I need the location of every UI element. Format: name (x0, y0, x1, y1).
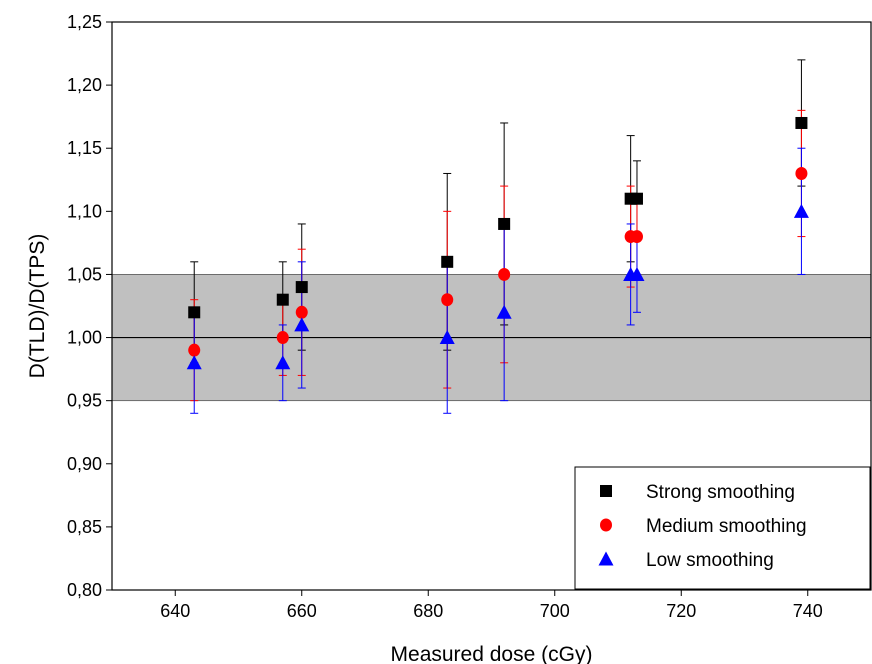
legend-marker-low-smoothing (598, 551, 614, 566)
x-tick-label: 660 (287, 601, 317, 621)
y-tick-label: 1,20 (67, 75, 102, 95)
medium-smoothing-point (795, 166, 808, 180)
legend: Strong smoothing Medium smoothing Low smoo… (574, 466, 871, 590)
low-smoothing-point (275, 355, 291, 370)
x-tick-label: 680 (413, 601, 443, 621)
legend-marker-strong-smoothing (600, 485, 612, 497)
strong-smoothing-point (441, 255, 454, 268)
legend-label-strong-smoothing: Strong smoothing (646, 482, 795, 503)
low-smoothing-point (496, 304, 512, 319)
low-smoothing-point (294, 317, 310, 332)
medium-smoothing-point (276, 331, 289, 345)
legend-label-medium-smoothing: Medium smoothing (646, 516, 807, 537)
legend-items: Strong smoothing Medium smoothing Low smoo… (598, 482, 807, 571)
strong-smoothing-point (795, 116, 808, 129)
y-tick-label: 0,95 (67, 391, 102, 411)
x-tick-label: 640 (160, 601, 190, 621)
medium-smoothing-point (630, 230, 643, 244)
x-tick-label: 740 (793, 601, 823, 621)
strong-smoothing-point (295, 281, 308, 294)
y-tick-label: 0,85 (67, 517, 102, 537)
low-smoothing-point (793, 203, 809, 218)
y-axis-label: D(TLD)/D(TPS) (26, 234, 49, 379)
medium-smoothing-point (498, 267, 511, 281)
y-tick-label: 1,00 (67, 328, 102, 348)
plot-area-frame (111, 21, 872, 591)
markers-layer (186, 116, 809, 370)
low-smoothing-point (439, 330, 455, 345)
y-tick-label: 1,15 (67, 138, 102, 158)
low-smoothing-point (629, 266, 645, 281)
y-tick-label: 1,25 (67, 12, 102, 32)
medium-smoothing-point (188, 343, 201, 357)
strong-smoothing-point (276, 293, 289, 306)
medium-smoothing-point (441, 293, 454, 307)
legend-label-low-smoothing: Low smoothing (646, 550, 774, 571)
strong-smoothing-point (498, 217, 511, 230)
strong-smoothing-point (630, 192, 643, 205)
legend-box (574, 466, 871, 590)
medium-smoothing-point (295, 305, 308, 319)
y-tick-label: 1,05 (67, 264, 102, 284)
y-tick-label: 0,90 (67, 454, 102, 474)
low-smoothing-point (186, 355, 202, 370)
y-tick-label: 0,80 (67, 580, 102, 600)
x-tick-label: 720 (666, 601, 696, 621)
axis-ticks-layer: 0,80 0,85 0,90 0,95 1,00 1,05 1,10 1,15 1,20 1,25… (67, 12, 823, 621)
legend-marker-medium-smoothing (600, 518, 612, 532)
strong-smoothing-point (188, 306, 201, 319)
y-tick-label: 1,10 (67, 201, 102, 221)
x-tick-label: 700 (540, 601, 570, 621)
x-axis-label: Measured dose (cGy) (391, 643, 593, 664)
